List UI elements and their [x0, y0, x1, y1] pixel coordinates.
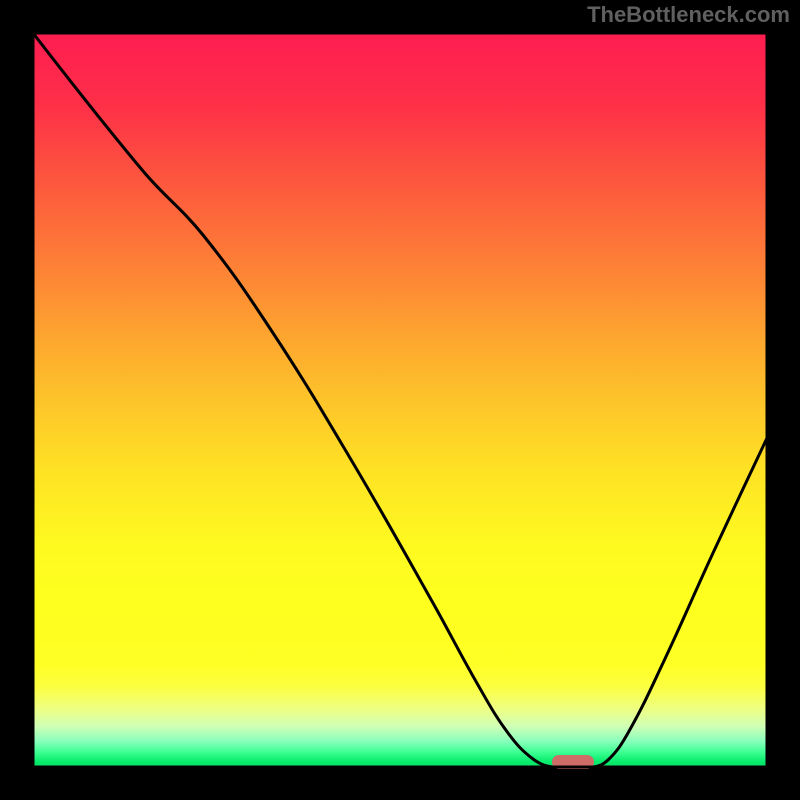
plot-background [33, 33, 767, 767]
attribution-text: TheBottleneck.com [587, 2, 790, 28]
chart-container: TheBottleneck.com [0, 0, 800, 800]
bottleneck-chart [0, 0, 800, 800]
